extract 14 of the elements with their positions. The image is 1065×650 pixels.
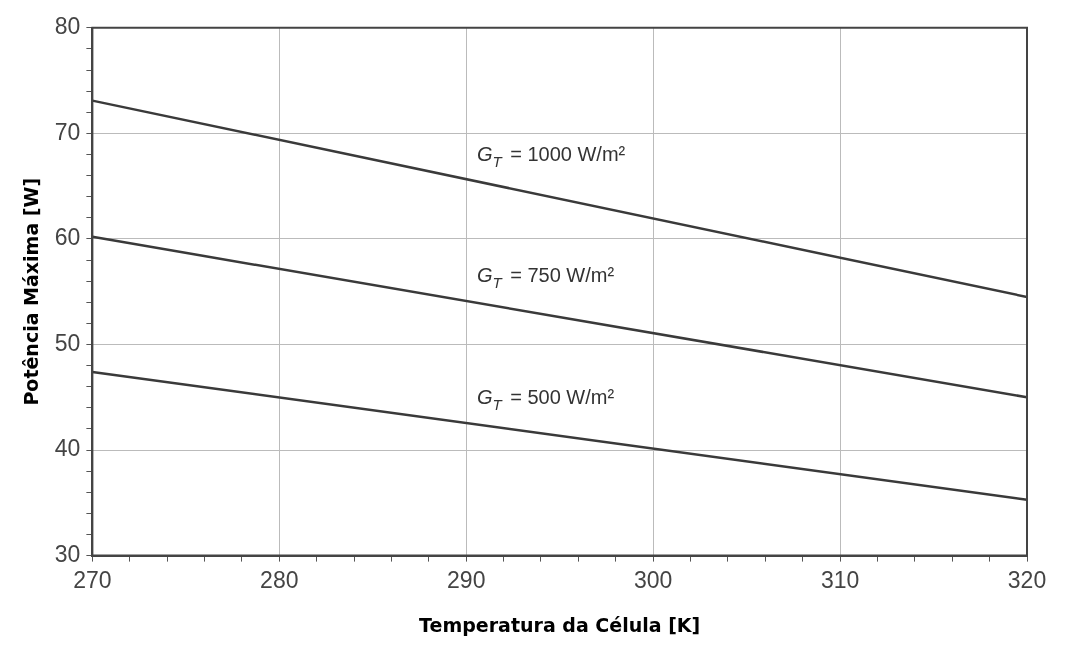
- y-tick-label: 60: [54, 224, 81, 251]
- x-tick-label: 320: [1007, 566, 1047, 593]
- y-tick-label: 80: [54, 13, 81, 40]
- x-tick-label: 280: [260, 566, 299, 593]
- x-axis-title: Temperatura da Célula [K]: [419, 613, 701, 636]
- x-tick-label: 310: [820, 566, 860, 593]
- x-tick-label: 270: [73, 566, 112, 593]
- y-tick-label: 70: [54, 118, 81, 145]
- x-tick-label: 300: [633, 566, 673, 593]
- y-tick-label: 40: [54, 435, 81, 462]
- y-axis-title: Potência Máxima [W]: [20, 177, 43, 406]
- y-tick-label: 50: [54, 329, 81, 356]
- x-tick-label: 290: [447, 566, 486, 593]
- y-tick-label: 30: [54, 540, 81, 567]
